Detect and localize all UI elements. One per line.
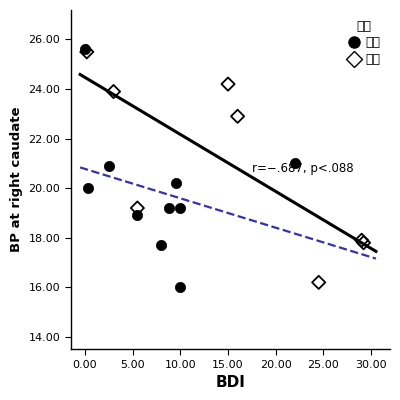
X-axis label: BDI: BDI bbox=[216, 375, 245, 390]
Point bbox=[166, 205, 172, 211]
Point bbox=[177, 284, 184, 290]
Point bbox=[158, 242, 164, 248]
Point bbox=[225, 81, 231, 87]
Text: r=−.687, p<.088: r=−.687, p<.088 bbox=[252, 162, 354, 174]
Point bbox=[316, 279, 322, 286]
Point bbox=[360, 240, 367, 246]
Point bbox=[177, 205, 184, 211]
Point bbox=[84, 49, 90, 55]
Point bbox=[84, 185, 91, 191]
Point bbox=[358, 237, 365, 244]
Point bbox=[82, 46, 88, 52]
Point bbox=[110, 88, 117, 95]
Point bbox=[134, 212, 140, 219]
Point bbox=[134, 205, 140, 211]
Point bbox=[292, 160, 298, 167]
Point bbox=[234, 113, 241, 120]
Y-axis label: BP at right caudate: BP at right caudate bbox=[10, 107, 23, 252]
Point bbox=[106, 163, 112, 169]
Point bbox=[172, 180, 179, 186]
Legend: 남자, 여자: 남자, 여자 bbox=[344, 16, 384, 70]
